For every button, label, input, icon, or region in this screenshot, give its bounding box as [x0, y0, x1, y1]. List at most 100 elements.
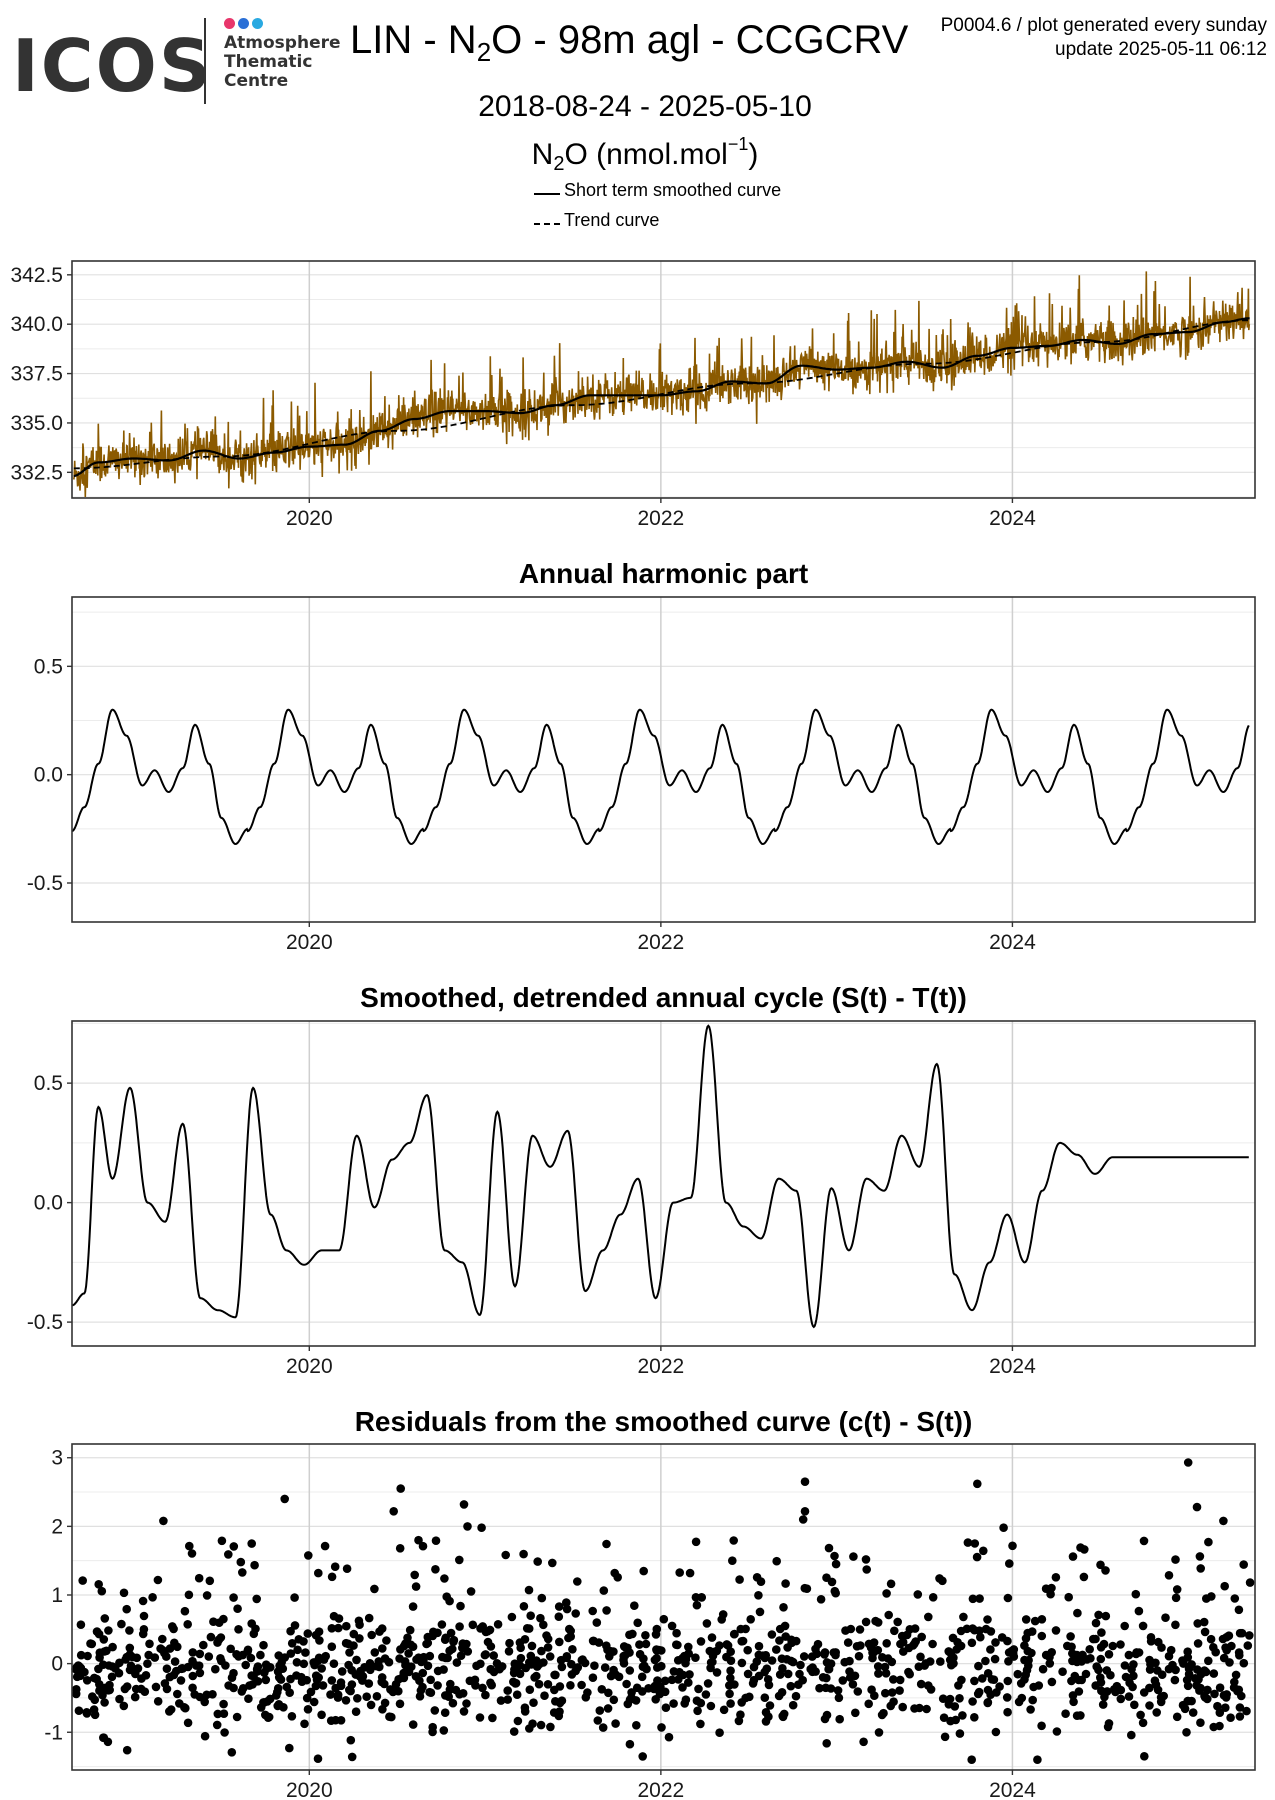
residual-point [513, 1716, 523, 1726]
residual-point [657, 1723, 666, 1732]
residual-point [991, 1638, 1000, 1647]
residual-point [939, 1713, 949, 1722]
residual-point [928, 1593, 938, 1602]
residual-point [370, 1584, 379, 1594]
residual-point [783, 1669, 793, 1679]
residual-point [105, 1685, 114, 1695]
residual-point [726, 1673, 735, 1683]
residual-point [707, 1633, 717, 1642]
residual-point [613, 1573, 622, 1582]
plot-frame [71, 1020, 1256, 1347]
residual-point [1033, 1755, 1042, 1764]
residual-point [551, 1670, 560, 1680]
residual-point [166, 1705, 176, 1714]
residual-point [672, 1628, 681, 1638]
residual-point [1239, 1658, 1249, 1668]
residual-point [881, 1688, 890, 1698]
residual-point [439, 1726, 449, 1735]
residual-point [1127, 1730, 1136, 1740]
residual-point [968, 1594, 978, 1604]
x-tick-label: 2022 [638, 931, 685, 954]
residual-point [1164, 1571, 1174, 1580]
residual-point [462, 1699, 471, 1708]
residual-point [1112, 1681, 1122, 1691]
residual-point [824, 1543, 834, 1553]
residual-point [520, 1635, 530, 1644]
x-tick-label: 2020 [286, 931, 333, 954]
residual-point [873, 1645, 883, 1655]
residual-point [1171, 1620, 1180, 1630]
residual-point [958, 1711, 967, 1720]
residual-point [1004, 1657, 1013, 1666]
residual-point [1013, 1669, 1023, 1679]
residual-point [830, 1551, 839, 1561]
residual-point [715, 1728, 724, 1737]
residual-point [89, 1705, 99, 1714]
residual-point [192, 1661, 201, 1670]
residual-point [772, 1645, 781, 1654]
residual-point [378, 1705, 387, 1714]
residual-point [100, 1698, 109, 1707]
residual-point [1139, 1536, 1149, 1546]
residual-point [802, 1584, 812, 1593]
residual-point [614, 1672, 624, 1682]
residual-point [205, 1576, 215, 1586]
residual-point [1081, 1669, 1091, 1679]
residual-point [565, 1624, 574, 1634]
residual-point [241, 1660, 250, 1670]
residual-point [981, 1624, 991, 1634]
residual-point [549, 1708, 559, 1717]
residual-point [1096, 1643, 1106, 1652]
residual-point [874, 1728, 884, 1737]
residual-point [717, 1615, 726, 1624]
residual-point [1229, 1683, 1239, 1692]
residual-point [735, 1575, 744, 1584]
residual-point [1038, 1664, 1048, 1674]
residual-point [1073, 1608, 1082, 1618]
residual-point [555, 1637, 564, 1647]
residual-point [967, 1755, 976, 1764]
residual-point [358, 1672, 368, 1681]
residual-point [1193, 1619, 1202, 1628]
residual-point [546, 1722, 555, 1732]
residual-point [247, 1619, 256, 1628]
residual-point [990, 1654, 1000, 1664]
residual-point [1195, 1552, 1205, 1561]
residual-point [301, 1648, 310, 1657]
residual-point [673, 1656, 683, 1665]
residual-point [938, 1694, 948, 1703]
residual-point [660, 1676, 670, 1686]
residual-point [719, 1705, 729, 1715]
residual-point [169, 1624, 178, 1634]
x-tick-label: 2020 [286, 1779, 333, 1800]
residual-point [1203, 1694, 1212, 1704]
residual-point [1210, 1689, 1219, 1699]
residual-point [418, 1668, 428, 1678]
residual-point [1168, 1660, 1177, 1670]
residual-point [778, 1712, 788, 1722]
residual-point [162, 1684, 172, 1694]
residual-point [893, 1617, 902, 1627]
residual-point [1026, 1705, 1035, 1714]
residual-point [173, 1689, 182, 1699]
residual-point [598, 1723, 608, 1732]
residual-point [765, 1701, 775, 1710]
residual-point [1091, 1634, 1100, 1644]
residual-point [573, 1577, 582, 1586]
residual-point [840, 1657, 849, 1667]
plot-background [72, 1021, 1255, 1346]
x-tick-label: 2022 [638, 1355, 685, 1378]
residual-point [898, 1702, 907, 1712]
residual-point [577, 1680, 586, 1690]
residual-point [250, 1560, 259, 1570]
residual-point [336, 1716, 346, 1725]
y-tick-label: 335.0 [10, 412, 63, 435]
residual-point [314, 1673, 324, 1682]
residual-point [796, 1660, 805, 1670]
residual-point [1172, 1712, 1182, 1722]
residual-point [1156, 1697, 1166, 1707]
x-tick-label: 2024 [989, 1355, 1036, 1378]
residual-point [452, 1658, 462, 1667]
residual-point [661, 1703, 671, 1712]
residual-point [1037, 1615, 1047, 1624]
